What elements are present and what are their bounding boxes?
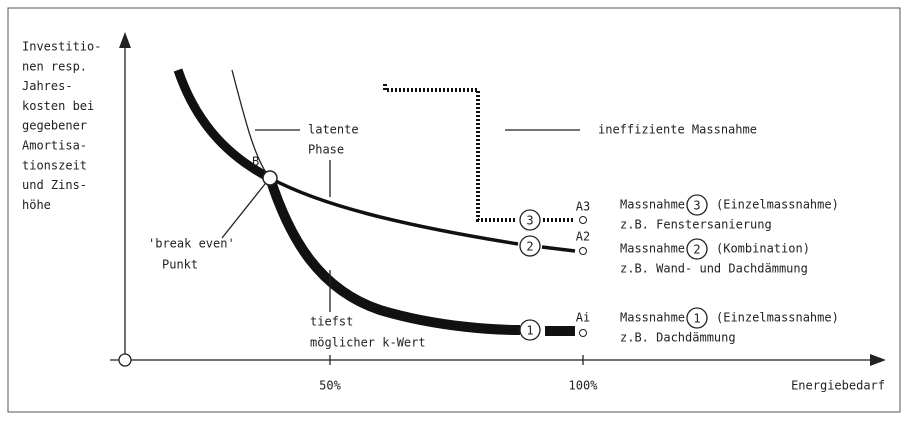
measure-circle (686, 194, 708, 216)
marker-circle (519, 319, 541, 341)
frame (7, 7, 901, 413)
markers: 3 2 1 A3 A2 Ai (519, 200, 590, 341)
end-circle (579, 329, 587, 337)
marker: 3 (526, 214, 533, 228)
y-axis-label-line: nen resp. (22, 59, 87, 73)
curve-latent (231, 69, 271, 179)
annotation: möglicher k-Wert (310, 336, 426, 350)
curve-1-upper (173, 68, 273, 183)
y-axis-label-line: und Zins- (22, 178, 87, 192)
measure-kind: (Kombination) (716, 242, 810, 256)
annotation: latente (308, 123, 359, 137)
measure-kind: (Einzelmassnahme) (716, 198, 839, 212)
x-tick-label: 100% (569, 379, 599, 393)
curve-3 (383, 84, 517, 222)
y-axis-label-line: kosten bei (22, 99, 94, 113)
curve-2 (269, 176, 519, 246)
measure-word: Massnahme (620, 198, 685, 212)
annotation: tiefst (310, 315, 353, 329)
annotation: Phase (308, 143, 344, 157)
marker-circle (519, 209, 541, 231)
leader (221, 183, 266, 239)
marker: 2 (526, 240, 533, 254)
measure-word: Massnahme (620, 242, 685, 256)
annotation: ineffiziente Massnahme (598, 123, 757, 137)
end-circle (579, 247, 587, 255)
x-tick-label: 50% (319, 379, 341, 393)
measure-circle (686, 238, 708, 260)
end-circle (579, 216, 587, 224)
marker-circle (519, 235, 541, 257)
end-label: A3 (576, 200, 590, 214)
measure-kind: (Einzelmassnahme) (716, 311, 839, 325)
x-arrow (870, 354, 886, 366)
origin (118, 353, 132, 367)
curve-1 (265, 176, 521, 335)
annotation: 'break even' (148, 237, 235, 251)
point-label: B (252, 155, 259, 169)
measure-word: Massnahme (620, 311, 685, 325)
x-axis-label: Energiebedarf (791, 379, 885, 393)
curve-2-end (541, 245, 576, 253)
measures: Massnahme 3 (Einzelmassnahme) z.B. Fensters… (620, 194, 839, 345)
end-label: A2 (576, 230, 590, 244)
y-axis-label-line: Amortisa- (22, 139, 87, 153)
measure-number: 2 (693, 243, 700, 257)
y-arrow (119, 32, 131, 48)
y-axis-label-line: Investitio- (22, 40, 101, 54)
y-axis-label-line: höhe (22, 198, 51, 212)
measure-example: z.B. Wand- und Dachdämmung (620, 262, 808, 276)
annotation: Punkt (162, 258, 198, 272)
break-even-point (262, 170, 278, 186)
y-axis-label-line: gegebener (22, 119, 87, 133)
measure-circle (686, 307, 708, 329)
measure-number: 3 (693, 199, 700, 213)
measure-number: 1 (693, 312, 700, 326)
y-axis-label: Investitio-nen resp. Jahres-kosten bei geg… (22, 40, 101, 212)
measure-example: z.B. Dachdämmung (620, 331, 736, 345)
marker: 1 (526, 324, 533, 338)
y-axis-label-line: tionszeit (22, 158, 87, 172)
measure-example: z.B. Fenstersanierung (620, 218, 772, 232)
end-label: Ai (576, 311, 590, 325)
y-axis-label-line: Jahres- (22, 79, 73, 93)
